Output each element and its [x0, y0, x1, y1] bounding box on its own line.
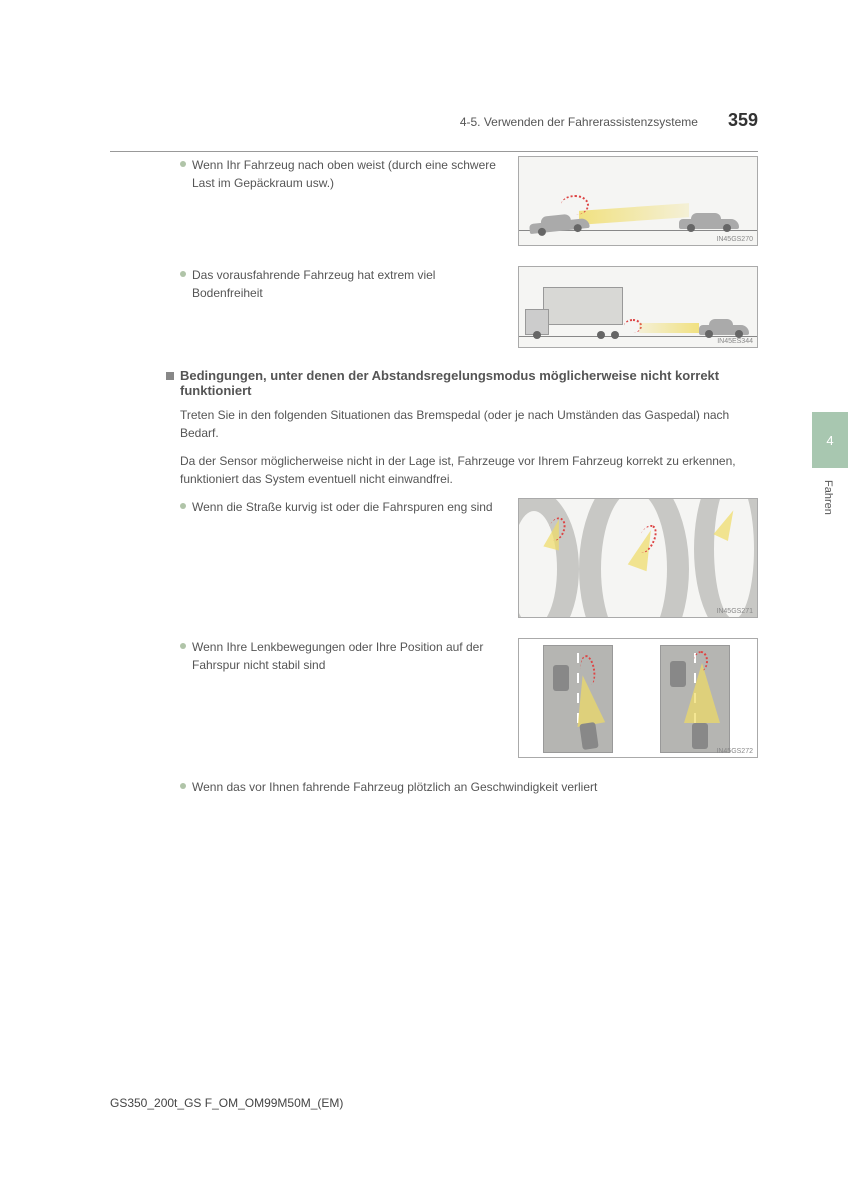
bullet-icon [180, 271, 186, 277]
section-paragraph: Da der Sensor möglicherweise nicht in de… [180, 452, 758, 488]
page: 4-5. Verwenden der Fahrerassistenzsystem… [0, 0, 848, 856]
car-icon [528, 210, 590, 234]
item-text: Wenn die Straße kurvig ist oder die Fahr… [192, 498, 493, 516]
car-top-icon [670, 661, 686, 687]
curved-road-icon [518, 498, 579, 618]
chapter-label: Fahren [822, 480, 834, 515]
illus-label: IN45ES344 [717, 338, 753, 345]
illustration: IN45GS272 [518, 638, 758, 758]
lane-dash-icon [577, 653, 579, 663]
beam-cone-icon [684, 663, 720, 723]
illus-box: IN45GS270 [518, 156, 758, 246]
car-top-icon [553, 665, 569, 691]
radar-beam [579, 203, 689, 225]
red-arc-icon [694, 651, 708, 671]
section-heading: Bedingungen, unter denen der Abstandsreg… [166, 368, 758, 398]
bullet-text: Wenn Ihre Lenkbewegungen oder Ihre Posit… [180, 638, 498, 674]
illustration: IN45GS270 [518, 156, 758, 246]
lane-panel [642, 645, 751, 751]
car-top-icon [692, 723, 708, 749]
bullet-item: Wenn Ihre Lenkbewegungen oder Ihre Posit… [180, 638, 758, 758]
illus-label: IN45GS270 [716, 236, 753, 243]
wheel-icon [611, 331, 619, 339]
bullet-text: Wenn die Straße kurvig ist oder die Fahr… [180, 498, 498, 516]
item-text: Wenn Ihre Lenkbewegungen oder Ihre Posit… [192, 638, 498, 674]
lane-panel [525, 645, 634, 751]
illustration: IN45ES344 [518, 266, 758, 348]
bullet-icon [180, 643, 186, 649]
radar-beam [639, 323, 699, 333]
bullet-item: Wenn das vor Ihnen fahrende Fahrzeug plö… [180, 778, 758, 796]
car-icon [679, 211, 739, 229]
car-top-icon [579, 722, 598, 750]
bullet-icon [180, 161, 186, 167]
car-icon [699, 317, 749, 335]
truck-box-icon [543, 287, 623, 325]
wheel-icon [597, 331, 605, 339]
illus-label: IN45GS271 [716, 608, 753, 615]
road-line [519, 336, 757, 337]
illustration: IN45GS271 [518, 498, 758, 618]
illus-box: IN45GS272 [518, 638, 758, 758]
content-area: Wenn Ihr Fahrzeug nach oben weist (durch… [180, 156, 758, 796]
section-paragraph: Treten Sie in den folgenden Situationen … [180, 406, 758, 442]
page-header: 4-5. Verwenden der Fahrerassistenzsystem… [110, 110, 758, 131]
bullet-item: Wenn Ihr Fahrzeug nach oben weist (durch… [180, 156, 758, 246]
illus-box: IN45GS271 [518, 498, 758, 618]
square-icon [166, 372, 174, 380]
chapter-number: 4 [826, 433, 833, 448]
illus-box: IN45ES344 [518, 266, 758, 348]
item-text: Wenn das vor Ihnen fahrende Fahrzeug plö… [192, 778, 597, 796]
section-title: 4-5. Verwenden der Fahrerassistenzsystem… [460, 115, 698, 129]
bullet-icon [180, 783, 186, 789]
heading-text: Bedingungen, unter denen der Abstandsreg… [180, 368, 758, 398]
bullet-text: Das vorausfahrende Fahrzeug hat extrem v… [180, 266, 498, 302]
bullet-item: Das vorausfahrende Fahrzeug hat extrem v… [180, 266, 758, 348]
chapter-tab: 4 [812, 412, 848, 468]
bullet-text: Wenn das vor Ihnen fahrende Fahrzeug plö… [180, 778, 758, 796]
wheel-icon [533, 331, 541, 339]
item-text: Wenn Ihr Fahrzeug nach oben weist (durch… [192, 156, 498, 192]
bullet-text: Wenn Ihr Fahrzeug nach oben weist (durch… [180, 156, 498, 192]
item-text: Das vorausfahrende Fahrzeug hat extrem v… [192, 266, 498, 302]
page-number: 359 [728, 110, 758, 131]
illus-label: IN45GS272 [716, 748, 753, 755]
bullet-icon [180, 503, 186, 509]
bullet-item: Wenn die Straße kurvig ist oder die Fahr… [180, 498, 758, 618]
header-rule [110, 151, 758, 152]
footer-text: GS350_200t_GS F_OM_OM99M50M_(EM) [110, 1096, 343, 1110]
